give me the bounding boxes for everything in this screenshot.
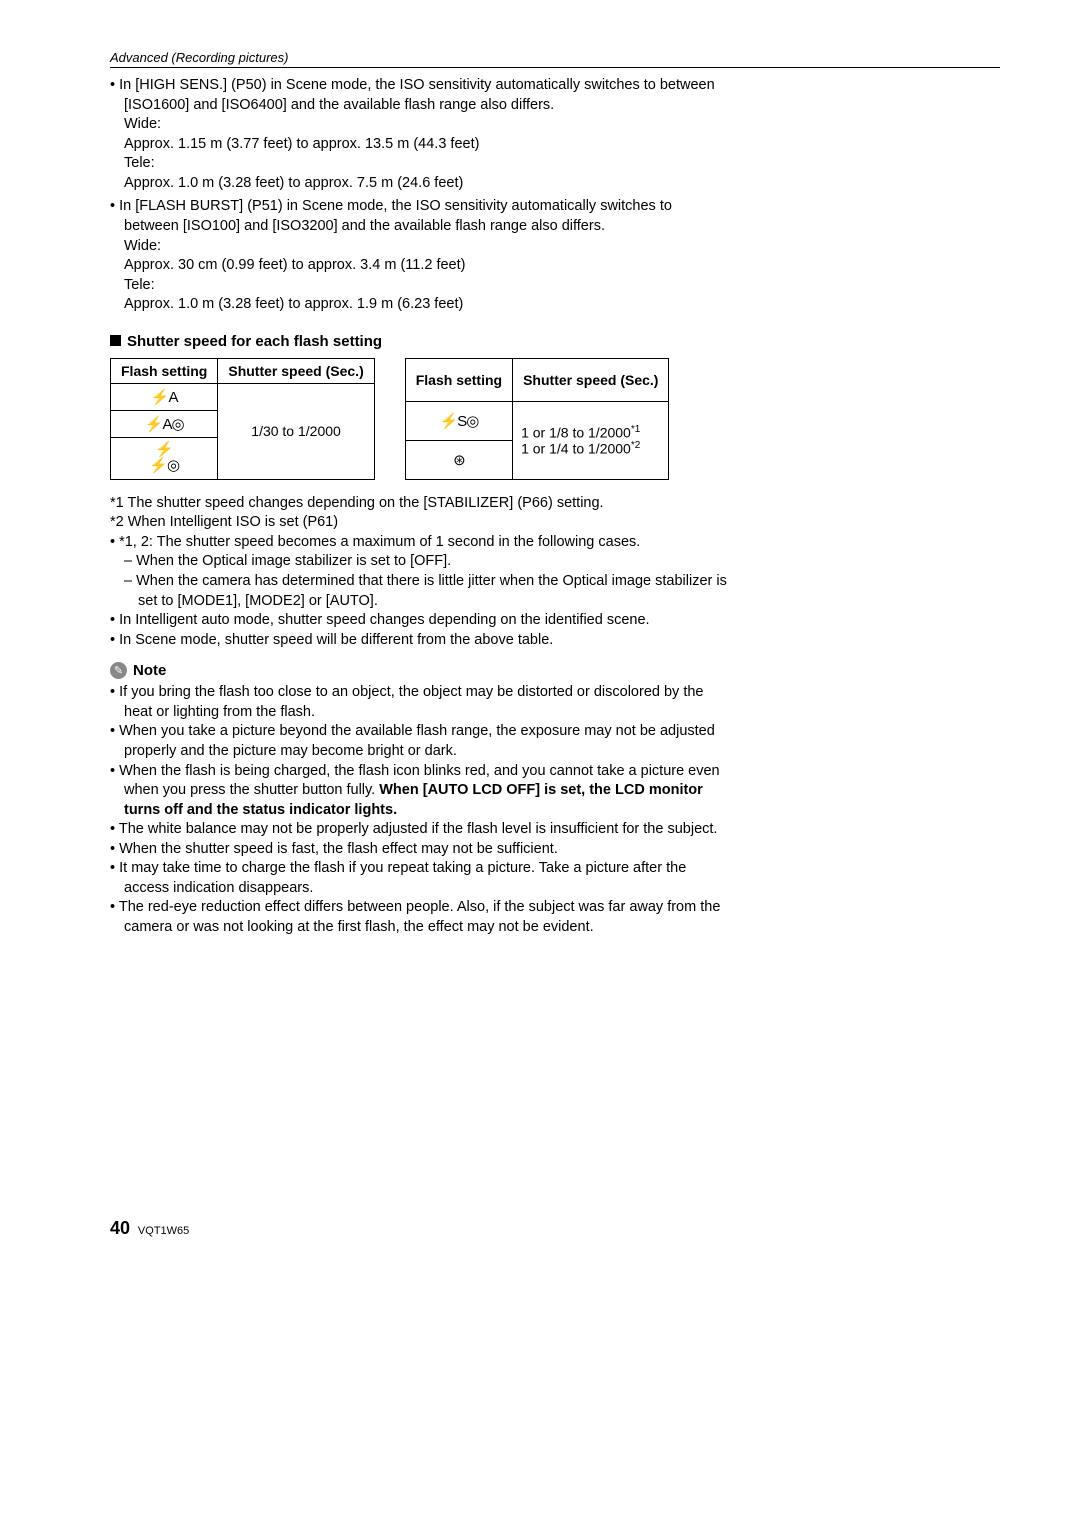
table-header: Flash setting — [405, 358, 512, 401]
text-line: • In Scene mode, shutter speed will be d… — [110, 631, 1000, 651]
footer-code: VQT1W65 — [138, 1225, 189, 1237]
text-line: • In Intelligent auto mode, shutter spee… — [110, 611, 1000, 631]
section-title-text: Shutter speed for each flash setting — [127, 333, 382, 350]
text-line: • The white balance may not be properly … — [110, 820, 1000, 840]
flash-icon-cell: ⊛ — [405, 440, 512, 479]
text-line: Approx. 30 cm (0.99 feet) to approx. 3.4… — [110, 256, 1000, 276]
flash-icon-cell: ⚡ ⚡◎ — [111, 437, 218, 479]
flash-table-2: Flash setting Shutter speed (Sec.) ⚡S◎ 1… — [405, 358, 670, 480]
text-line: camera or was not looking at the first f… — [110, 918, 1000, 938]
bold-text: When [AUTO LCD OFF] is set, the LCD moni… — [379, 782, 703, 798]
text-line: Wide: — [110, 115, 1000, 135]
notes-block-1: *1 The shutter speed changes depending o… — [110, 494, 1000, 651]
text-line: • When you take a picture beyond the ava… — [110, 722, 1000, 742]
info-block-2: • In [FLASH BURST] (P51) in Scene mode, … — [110, 197, 1000, 314]
page-number: 40 — [110, 1218, 130, 1238]
shutter-value-1: 1 or 1/8 to 1/2000 — [521, 424, 631, 440]
text-line: – When the Optical image stabilizer is s… — [110, 552, 1000, 572]
flash-icon-cell: ⚡A — [111, 383, 218, 410]
table-header: Shutter speed (Sec.) — [513, 358, 669, 401]
text-line: • It may take time to charge the flash i… — [110, 859, 1000, 879]
flash-icon-cell: ⚡A◎ — [111, 410, 218, 437]
text-line: Tele: — [110, 154, 1000, 174]
page-footer: 40 VQT1W65 — [110, 1218, 1000, 1239]
text-line: – When the camera has determined that th… — [110, 572, 1000, 592]
superscript: *1 — [631, 424, 640, 435]
info-block-1: • In [HIGH SENS.] (P50) in Scene mode, t… — [110, 76, 1000, 193]
text-line: *1 The shutter speed changes depending o… — [110, 494, 1000, 514]
section-title: Shutter speed for each flash setting — [110, 333, 1000, 350]
table-header: Flash setting — [111, 358, 218, 383]
text-line: • In [HIGH SENS.] (P50) in Scene mode, t… — [110, 76, 1000, 96]
text-line: access indication disappears. — [110, 879, 1000, 899]
text-line: turns off and the status indicator light… — [110, 801, 1000, 821]
text-line: properly and the picture may become brig… — [110, 742, 1000, 762]
table-header: Shutter speed (Sec.) — [218, 358, 374, 383]
text-line: set to [MODE1], [MODE2] or [AUTO]. — [110, 592, 1000, 612]
text-line: Approx. 1.15 m (3.77 feet) to approx. 13… — [110, 135, 1000, 155]
text-line: [ISO1600] and [ISO6400] and the availabl… — [110, 96, 1000, 116]
note-label: Note — [133, 662, 166, 679]
shutter-value-cell: 1/30 to 1/2000 — [218, 383, 374, 479]
superscript: *2 — [631, 440, 640, 451]
shutter-value-cell: 1 or 1/8 to 1/2000*1 1 or 1/4 to 1/2000*… — [513, 401, 669, 479]
text-line: • When the flash is being charged, the f… — [110, 762, 1000, 782]
page-header: Advanced (Recording pictures) — [110, 50, 1000, 68]
notes-block-2: • If you bring the flash too close to an… — [110, 683, 1000, 937]
text-line: • The red-eye reduction effect differs b… — [110, 898, 1000, 918]
text-line: Wide: — [110, 237, 1000, 257]
text-line: • When the shutter speed is fast, the fl… — [110, 840, 1000, 860]
text-line: Approx. 1.0 m (3.28 feet) to approx. 7.5… — [110, 174, 1000, 194]
note-icon: ✎ — [110, 662, 127, 679]
text-line: between [ISO100] and [ISO3200] and the a… — [110, 217, 1000, 237]
note-heading: ✎ Note — [110, 662, 1000, 679]
text-line: *2 When Intelligent ISO is set (P61) — [110, 513, 1000, 533]
text-line: heat or lighting from the flash. — [110, 703, 1000, 723]
text-span: when you press the shutter button fully. — [124, 782, 379, 798]
bold-text: turns off and the status indicator light… — [124, 802, 397, 818]
flash-table-1: Flash setting Shutter speed (Sec.) ⚡A 1/… — [110, 358, 375, 480]
text-line: Tele: — [110, 276, 1000, 296]
text-line: • *1, 2: The shutter speed becomes a max… — [110, 533, 1000, 553]
shutter-value-2: 1 or 1/4 to 1/2000 — [521, 441, 631, 457]
text-line: • If you bring the flash too close to an… — [110, 683, 1000, 703]
text-line: • In [FLASH BURST] (P51) in Scene mode, … — [110, 197, 1000, 217]
text-line: Approx. 1.0 m (3.28 feet) to approx. 1.9… — [110, 295, 1000, 315]
flash-icon-cell: ⚡S◎ — [405, 401, 512, 440]
text-line: when you press the shutter button fully.… — [110, 781, 1000, 801]
square-icon — [110, 335, 121, 346]
